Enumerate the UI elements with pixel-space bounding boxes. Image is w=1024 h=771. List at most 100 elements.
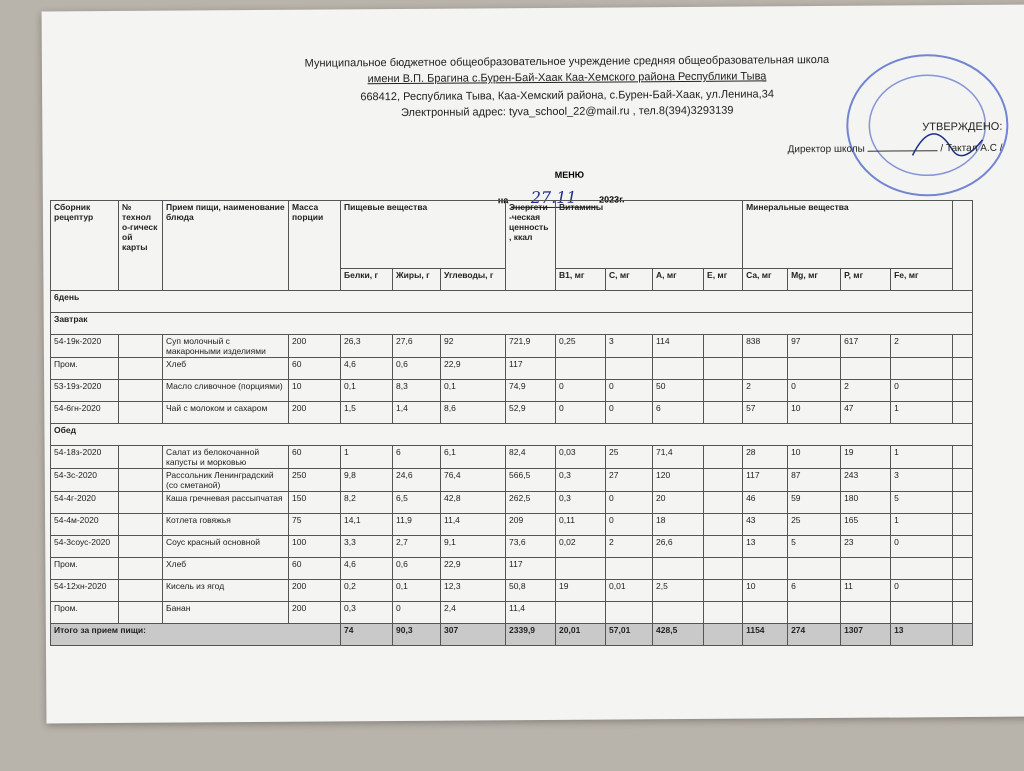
- table-cell: 74,9: [505, 379, 557, 402]
- table-cell: 6: [787, 579, 842, 602]
- dish-row: 54-3с-2020 Рассольник Ленинградский (со с…: [50, 468, 974, 492]
- total-cell: 20,01: [555, 623, 607, 646]
- blank-cell: [840, 357, 892, 380]
- blank-cell: [703, 445, 744, 469]
- table-cell: 0: [787, 379, 842, 402]
- table-cell: 25: [787, 513, 842, 536]
- table-cell: 838: [742, 334, 789, 358]
- blank-cell: [652, 357, 705, 380]
- table-cell: 0,03: [555, 445, 607, 469]
- table-cell: 2,7: [392, 535, 441, 558]
- table-cell: 120: [652, 468, 705, 492]
- table-cell: 60: [288, 357, 341, 380]
- blank-cell: [605, 601, 654, 624]
- blank-cell: [652, 557, 705, 580]
- table-cell: 54-12хн-2020: [50, 579, 119, 602]
- blank-cell: [952, 468, 974, 492]
- table-cell: 8,6: [439, 401, 507, 424]
- approval-position: Директор школы: [787, 143, 865, 156]
- table-cell: Хлеб: [162, 357, 289, 380]
- table-cell: 10: [787, 445, 842, 469]
- sub-header: С, мг: [605, 268, 654, 291]
- table-cell: 0,25: [555, 334, 607, 358]
- total-cell: 307: [439, 623, 507, 646]
- approval-label: УТВЕРЖДЕНО:: [922, 120, 1003, 134]
- table-cell: 117: [505, 357, 557, 380]
- table-cell: 22,9: [439, 557, 507, 580]
- table-cell: 9,8: [340, 468, 393, 492]
- table-cell: 1: [890, 445, 954, 469]
- table-cell: 2: [605, 535, 654, 558]
- table-cell: 8,3: [392, 379, 441, 402]
- blank-cell: [703, 334, 744, 358]
- table-cell: 6: [392, 445, 441, 469]
- table-cell: 209: [505, 513, 557, 536]
- section-row: 6день: [49, 290, 974, 313]
- sub-header: Е, мг: [703, 268, 744, 291]
- table-cell: 262,5: [505, 491, 557, 514]
- table-cell: 50: [652, 379, 705, 402]
- total-label: Итого за прием пищи:: [50, 623, 341, 646]
- blank-cell: [118, 557, 163, 580]
- blank-cell: [605, 557, 654, 580]
- table-cell: 54-3с-2020: [50, 468, 119, 492]
- dish-row: Пром. Банан 200 0,3 0 2,4 11,4: [50, 601, 974, 624]
- table-cell: 0: [605, 491, 654, 514]
- table-cell: 54-3соус-2020: [50, 535, 119, 558]
- table-cell: 3: [890, 468, 954, 492]
- table-cell: 8,2: [340, 491, 393, 514]
- dish-row: Пром. Хлеб 60 4,6 0,6 22,9 117: [50, 357, 974, 380]
- blank-cell: [952, 623, 974, 646]
- table-cell: 566,5: [505, 468, 557, 492]
- table-cell: 2,4: [439, 601, 507, 624]
- table-cell: 0,6: [392, 557, 441, 580]
- table-cell: 97: [787, 334, 842, 358]
- blank-cell: [652, 601, 705, 624]
- table-cell: 27,6: [392, 334, 441, 358]
- table-cell: 10: [288, 379, 341, 402]
- table-cell: 180: [840, 491, 892, 514]
- blank-cell: [555, 557, 607, 580]
- table-cell: 0,3: [555, 468, 607, 492]
- table-cell: Пром.: [50, 557, 119, 580]
- table-cell: 4,6: [340, 557, 393, 580]
- section-label: Завтрак: [49, 312, 974, 335]
- table-cell: 5: [890, 491, 954, 514]
- table-cell: 54-4г-2020: [50, 491, 119, 514]
- table-cell: 4,6: [340, 357, 393, 380]
- section-label: 6день: [49, 290, 974, 313]
- menu-title: МЕНЮ: [554, 169, 584, 180]
- blank-cell: [952, 535, 974, 558]
- table-cell: 0,2: [340, 579, 393, 602]
- blank-cell: [840, 601, 892, 624]
- column-header: Витамины: [555, 200, 744, 269]
- table-cell: 54-19к-2020: [50, 334, 119, 358]
- sub-header: Mg, мг: [787, 268, 842, 291]
- blank-cell: [952, 601, 974, 624]
- table-cell: 18: [652, 513, 705, 536]
- table-cell: 11,4: [439, 513, 507, 536]
- blank-cell: [703, 468, 744, 492]
- table-cell: 26,3: [340, 334, 393, 358]
- blank-cell: [787, 357, 842, 380]
- table-cell: 11,9: [392, 513, 441, 536]
- table-cell: Пром.: [50, 357, 119, 380]
- blank-cell: [703, 557, 744, 580]
- table-cell: Каша гречневая рассыпчатая: [162, 491, 289, 514]
- table-cell: 6,1: [439, 445, 507, 469]
- table-cell: Масло сливочное (порциями): [162, 379, 289, 402]
- blank-cell: [118, 579, 163, 602]
- table-cell: 2,5: [652, 579, 705, 602]
- blank-cell: [703, 401, 744, 424]
- table-cell: Рассольник Ленинградский (со сметаной): [162, 468, 289, 492]
- table-cell: Соус красный основной: [162, 535, 289, 558]
- table-cell: 5: [787, 535, 842, 558]
- blank-cell: [703, 357, 744, 380]
- table-cell: 100: [288, 535, 341, 558]
- blank-cell: [952, 557, 974, 580]
- total-cell: 1307: [840, 623, 892, 646]
- blank-cell: [890, 557, 954, 580]
- table-cell: 76,4: [439, 468, 507, 492]
- sub-header: Р, мг: [840, 268, 892, 291]
